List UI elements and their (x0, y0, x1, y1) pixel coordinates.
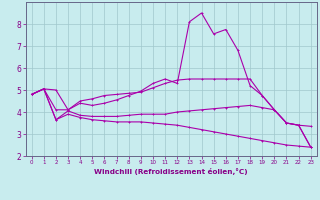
X-axis label: Windchill (Refroidissement éolien,°C): Windchill (Refroidissement éolien,°C) (94, 168, 248, 175)
